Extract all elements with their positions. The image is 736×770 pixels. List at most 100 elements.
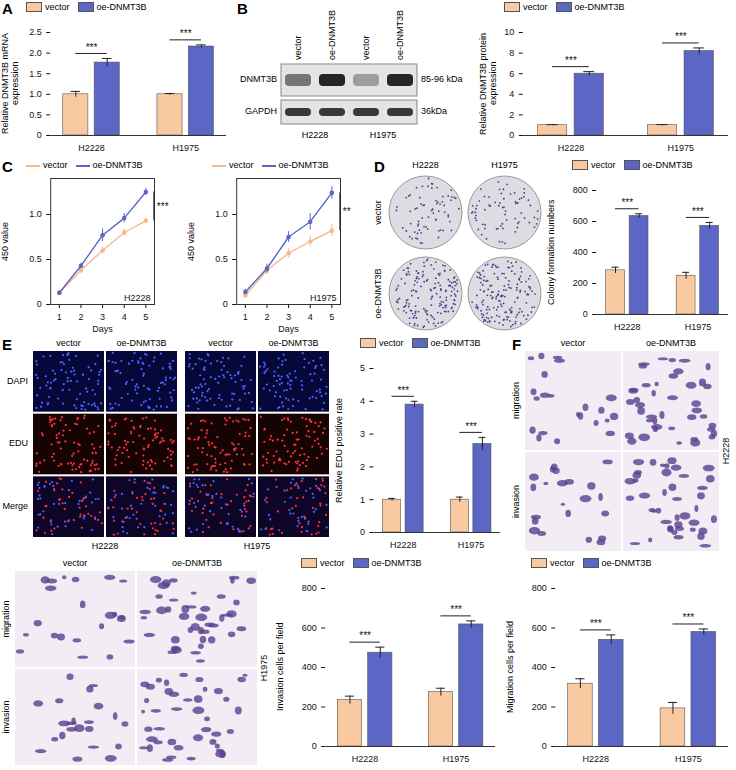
svg-text:H1975: H1975 — [668, 143, 695, 153]
svg-text:1: 1 — [57, 312, 62, 322]
svg-text:600: 600 — [532, 623, 547, 633]
svg-text:10: 10 — [504, 27, 514, 37]
svg-text:600: 600 — [302, 623, 317, 633]
svg-text:H1975: H1975 — [172, 143, 199, 153]
svg-text:***: *** — [692, 206, 704, 217]
svg-text:oe-DNMT3B: oe-DNMT3B — [327, 10, 337, 60]
svg-text:0: 0 — [509, 130, 514, 140]
svg-text:0: 0 — [360, 527, 365, 537]
svg-text:1.0: 1.0 — [29, 89, 42, 99]
svg-text:2.0: 2.0 — [29, 48, 42, 58]
svg-text:0: 0 — [583, 309, 588, 319]
svg-text:migration: migration — [511, 382, 521, 419]
svg-text:Merge: Merge — [2, 501, 28, 511]
svg-text:H2228: H2228 — [614, 322, 641, 332]
svg-text:200: 200 — [573, 278, 588, 288]
svg-text:4: 4 — [122, 312, 127, 322]
svg-text:1.0: 1.0 — [29, 209, 42, 219]
svg-text:3: 3 — [360, 429, 365, 439]
svg-text:1: 1 — [360, 495, 365, 505]
svg-text:2: 2 — [78, 312, 83, 322]
svg-text:***: *** — [675, 31, 687, 42]
svg-text:oe-DNMT3B: oe-DNMT3B — [268, 338, 318, 348]
svg-text:0: 0 — [542, 741, 547, 751]
svg-text:2.5: 2.5 — [29, 27, 42, 37]
svg-text:***: *** — [450, 604, 462, 615]
svg-text:5: 5 — [360, 363, 365, 373]
svg-text:oe-DNMT3B: oe-DNMT3B — [373, 268, 383, 318]
svg-text:H2228: H2228 — [721, 438, 731, 465]
svg-text:400: 400 — [573, 247, 588, 257]
svg-text:H1975: H1975 — [310, 293, 337, 303]
svg-text:1.5: 1.5 — [29, 69, 42, 79]
svg-text:migration: migration — [1, 600, 11, 637]
svg-text:H2228: H2228 — [583, 754, 610, 764]
svg-text:3: 3 — [286, 312, 291, 322]
svg-text:***: *** — [86, 42, 98, 53]
svg-text:400: 400 — [302, 662, 317, 672]
svg-text:***: *** — [590, 618, 602, 629]
svg-text:0: 0 — [312, 741, 317, 751]
svg-text:0: 0 — [223, 299, 228, 309]
svg-text:GAPDH: GAPDH — [245, 106, 277, 116]
svg-text:***: *** — [180, 28, 192, 39]
svg-text:DAPI: DAPI — [7, 376, 28, 386]
svg-text:H1975: H1975 — [458, 540, 485, 550]
svg-text:***: *** — [157, 201, 169, 212]
svg-text:400: 400 — [532, 662, 547, 672]
svg-text:H1975: H1975 — [370, 130, 397, 140]
svg-text:2: 2 — [360, 462, 365, 472]
svg-text:**: ** — [343, 206, 351, 217]
svg-text:H1975: H1975 — [259, 655, 269, 682]
svg-text:H1975: H1975 — [443, 754, 470, 764]
svg-text:H1975: H1975 — [685, 322, 712, 332]
svg-text:Days: Days — [92, 324, 113, 334]
svg-text:800: 800 — [532, 583, 547, 593]
svg-text:4: 4 — [509, 89, 514, 99]
svg-text:0.5: 0.5 — [29, 110, 42, 120]
svg-text:oe-DNMT3B: oe-DNMT3B — [172, 558, 222, 568]
svg-text:6: 6 — [509, 69, 514, 79]
svg-text:H1975: H1975 — [675, 754, 702, 764]
svg-text:***: *** — [683, 612, 695, 623]
svg-text:0.5: 0.5 — [29, 254, 42, 264]
svg-text:vector: vector — [63, 558, 88, 568]
svg-text:vector: vector — [208, 338, 233, 348]
svg-text:Days: Days — [278, 324, 299, 334]
svg-text:H1975: H1975 — [244, 541, 271, 551]
svg-text:5: 5 — [143, 312, 148, 322]
svg-text:H2228: H2228 — [302, 130, 329, 140]
svg-text:EDU: EDU — [9, 438, 28, 448]
svg-text:vector: vector — [293, 35, 303, 60]
svg-text:H2228: H2228 — [390, 540, 417, 550]
svg-text:200: 200 — [532, 702, 547, 712]
svg-text:vector: vector — [56, 338, 81, 348]
svg-text:36kDa: 36kDa — [421, 106, 447, 116]
svg-text:H1975: H1975 — [491, 160, 518, 170]
svg-text:***: *** — [359, 630, 371, 641]
svg-text:0.5: 0.5 — [215, 254, 228, 264]
svg-text:H2228: H2228 — [352, 754, 379, 764]
svg-text:H2228: H2228 — [78, 143, 105, 153]
svg-text:H2228: H2228 — [124, 293, 151, 303]
svg-text:H2228: H2228 — [558, 143, 585, 153]
svg-text:oe-DNMT3B: oe-DNMT3B — [646, 338, 696, 348]
svg-text:800: 800 — [573, 185, 588, 195]
svg-text:invasion: invasion — [1, 700, 11, 733]
svg-text:4: 4 — [360, 396, 365, 406]
svg-text:800: 800 — [302, 583, 317, 593]
svg-text:85-96 kDa: 85-96 kDa — [421, 74, 463, 84]
svg-text:vector: vector — [373, 200, 383, 225]
svg-text:invasion: invasion — [511, 485, 521, 518]
svg-text:8: 8 — [509, 48, 514, 58]
svg-text:0: 0 — [37, 130, 42, 140]
svg-text:DNMT3B: DNMT3B — [240, 74, 277, 84]
svg-text:1.0: 1.0 — [215, 209, 228, 219]
svg-text:0: 0 — [37, 299, 42, 309]
svg-text:***: *** — [565, 55, 577, 66]
svg-text:oe-DNMT3B: oe-DNMT3B — [116, 338, 166, 348]
svg-text:***: *** — [465, 421, 477, 432]
svg-text:vector: vector — [361, 35, 371, 60]
svg-text:2: 2 — [264, 312, 269, 322]
svg-text:600: 600 — [573, 216, 588, 226]
